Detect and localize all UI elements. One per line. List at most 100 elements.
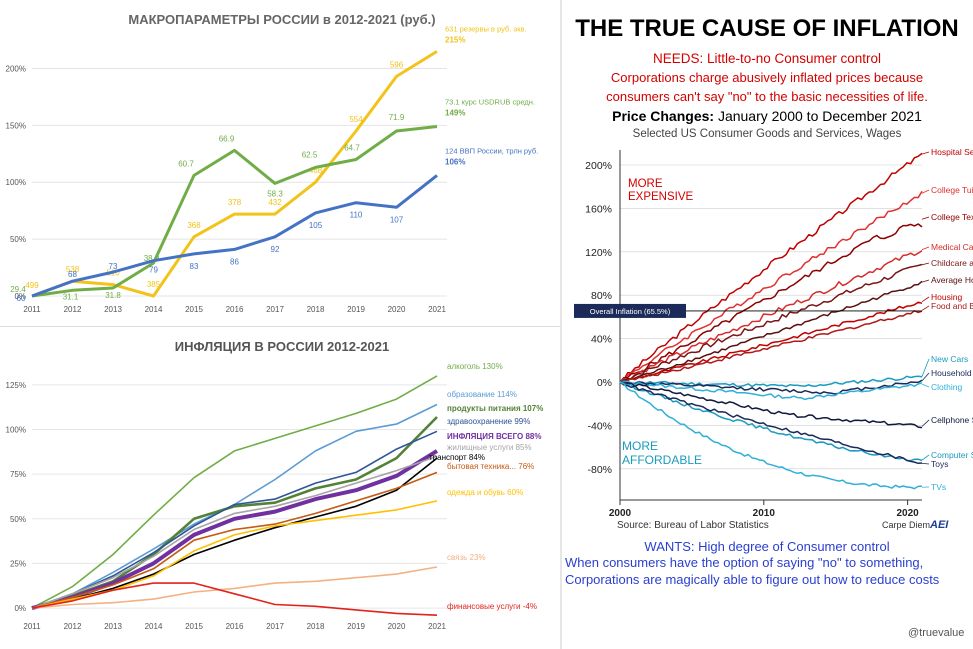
chart2-y-tick-label: 100% [6,426,26,435]
chart1-data-label: 64.7 [344,143,360,152]
wants-text-line: Corporations are magically able to figur… [565,572,940,587]
chart3-series-line [619,249,923,383]
chart1-data-label: 68 [68,270,77,279]
chart2-y-tick-label: 50% [10,515,26,524]
chart1-series-1: 29.4 31.1 31.8 38.9 60.7 66.9 58.3 62.5 64.7 71.9… [10,97,535,301]
watermark-text: @truevalue [908,627,964,639]
chart3-series-line [619,280,923,383]
chart3-series-line [619,263,923,383]
chart2-series-label: бытовая техника... 76% [447,462,534,471]
chart1-data-label: 92 [271,245,280,254]
chart1-series-name: 631 резервы в руб. экв. [445,24,527,33]
chart2-series-label: жилищные услуги 85% [447,443,532,452]
chart3-y-tick-label: -80% [587,464,612,476]
chart1-data-label: 83 [190,262,199,271]
chart2-series-4: ИНФЛЯЦИЯ ВСЕГО 88% [31,432,541,611]
chart1-data-label: 31.8 [105,291,121,300]
chart1-data-label: 554 [349,115,363,124]
chart2-title: ИНФЛЯЦИЯ В РОССИИ 2012-2021 [175,339,389,354]
chart3-x-tick-label: 2000 [609,508,632,519]
chart1-data-label: 31.1 [63,292,79,301]
chart3-source: Source: Bureau of Labor Statistics [617,520,769,531]
chart3-series-cellphone-services: Cellphone Services [619,381,973,429]
chart3-series-line [619,381,923,465]
chart2-series-line [31,566,438,609]
chart1-data-label: 60 [17,294,26,303]
chart1-series-2: 60 68 73 79 83 86 92 105 110 107 124 ВВП России, т… [17,146,539,303]
chart3-series-average-hourly-wages: Average Hourly Wages [619,275,973,383]
chart2-x-tick-label: 2017 [266,622,284,631]
chart2-y-tick-label: 75% [10,470,26,479]
chart3-series-food-and-beverages: Food and Beverages [619,301,973,384]
chart2-series-9: связь 23% [31,553,486,609]
chart1-x-tick-label: 2014 [145,305,163,314]
chart3-y-tick-label: 80% [591,290,612,302]
chart1-data-label: 596 [390,60,404,69]
chart3-series-line [619,380,923,401]
chart2-series-line [31,471,438,609]
wants-text-line: WANTS: High degree of Consumer control [644,539,889,554]
chart1-data-label: 73 [109,262,118,271]
chart3-leader-line [921,358,930,377]
chart2-series-line [31,430,438,609]
chart3-series-label: TVs [931,482,946,492]
chart3-series-household-furnishings: Household Furnishings [619,368,973,395]
chart2-series-label: образование 114% [447,390,517,399]
overall-inflation-badge [574,303,686,318]
chart3-y-tick-label: 40% [591,334,612,346]
chart3-y-tick-label: 200% [585,160,612,172]
chart2-x-tick-label: 2021 [428,622,446,631]
chart2-x-tick-label: 2011 [23,622,41,631]
chart1-data-label: 107 [390,215,404,224]
chart2-series-5: жилищные услуги 85% [31,443,532,609]
chart1-x-tick-label: 2020 [388,305,406,314]
chart2-series-line [31,375,438,609]
chart1-data-label: 368 [187,221,201,230]
chart3-series-housing: Housing [619,292,962,383]
chart1-data-label: 538 [66,265,80,274]
aei-logo-text: AEI [929,519,949,531]
chart3-y-tick-label: 0% [597,377,612,389]
chart1-x-tick-label: 2015 [185,305,203,314]
chart1-x-tick-label: 2011 [23,305,41,314]
chart3-series-label: Cellphone Services [931,415,973,425]
chart1-y-tick-label: 50% [10,235,26,244]
chart3-credit: Carpe Diem [882,520,930,530]
inflation-russia-panel: ИНФЛЯЦИЯ В РОССИИ 2012-2021 0% 25% 50% 75% 10… [0,327,560,649]
needs-text-line: consumers can't say "no" to the basic ne… [606,89,928,104]
chart3-series-label: Household Furnishings [931,368,973,378]
chart1-data-label: 29.4 [10,285,26,294]
chart3-leader-line [921,372,930,382]
chart1-y-tick-label: 100% [6,178,26,187]
chart1-data-label: 66.9 [219,134,235,143]
chart1-series-end-label: 106% [445,157,465,166]
chart2-series-line [31,449,439,611]
chart2-series-3: здравоохранение 99% [31,417,530,609]
chart3-leader-line [921,216,930,220]
panel-divider-horizontal [0,326,560,327]
chart3-x-tick-label: 2020 [896,508,919,519]
chart3-series-tvs: TVs [619,381,946,492]
chart3-series-label: Hospital Services [931,147,973,157]
more-expensive-label: MORE [628,178,663,190]
chart1-y-tick-label: 150% [6,121,26,130]
chart2-series-label: одежда и обувь 60% [447,488,523,497]
chart3-subtitle: Price Changes: January 2000 to December … [612,108,922,124]
chart1-data-label: 86 [230,257,239,266]
chart1-x-tick-label: 2021 [428,305,446,314]
chart3-series-line [619,223,923,383]
chart1-data-label: 378 [228,198,242,207]
chart3-leader-line [921,189,930,194]
chart3-y-tick-label: -40% [587,420,612,432]
more-affordable-label: AFFORDABLE [622,453,702,467]
needs-text-line: Corporations charge abusively inflated p… [611,70,923,85]
chart3-series-medical-care-services: Medical Care Services [619,242,973,383]
chart3-series-childcare-and-nursery-school: Childcare and Nursery School [619,258,973,383]
chart1-data-label: 58.3 [267,189,283,198]
chart3-series-label: Food and Beverages [931,301,973,311]
chart2-series-line [31,455,438,609]
chart3-series-hospital-services: Hospital Services [619,147,973,383]
chart3-y-tick-label: 160% [585,203,612,215]
chart3-series-line [619,152,923,383]
chart2-series-line [31,582,438,616]
